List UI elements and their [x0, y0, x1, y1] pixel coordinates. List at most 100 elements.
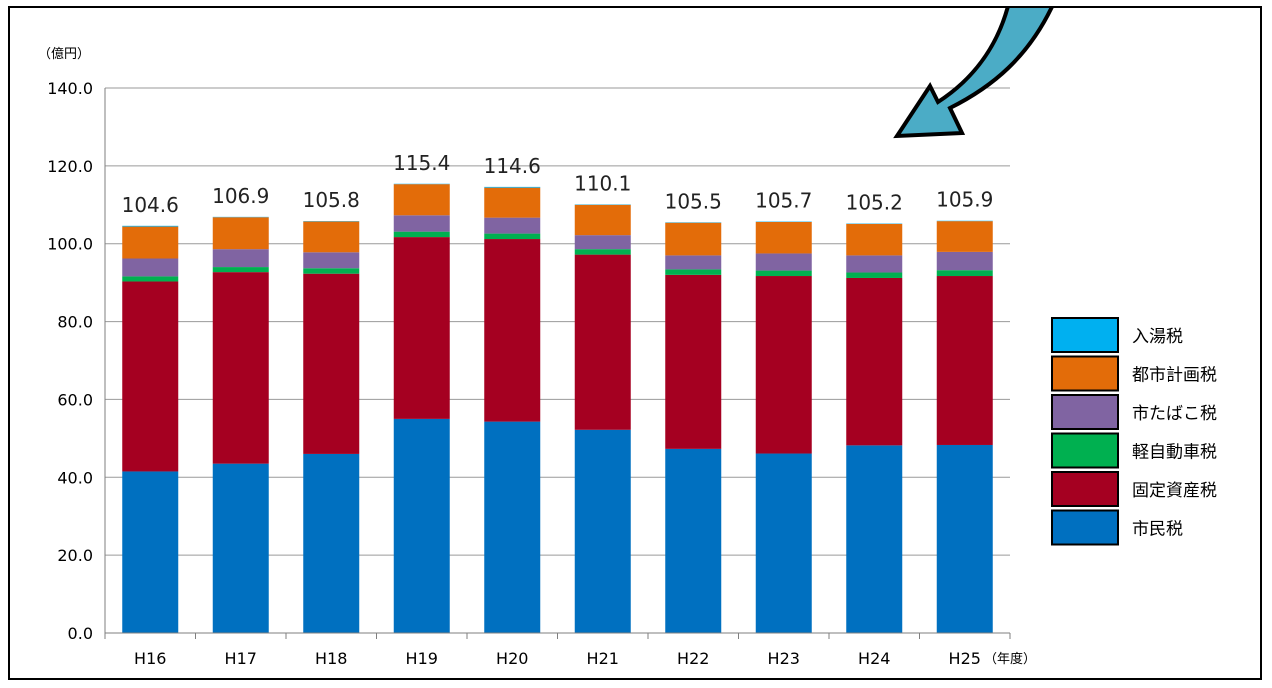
bar-segment [574, 235, 631, 250]
x-tick-label: H22 [677, 649, 709, 668]
x-tick-label: H21 [587, 649, 619, 668]
legend-label: 固定資産税 [1132, 481, 1217, 501]
bar-segment [574, 254, 631, 430]
legend-swatch [1051, 471, 1119, 507]
labels: 0.0 20.0 40.0 60.0 80.0 100.0 120.0 140.0 （億円） H1… [38, 46, 1036, 668]
bar-segment [936, 444, 993, 633]
curved-arrow-icon [893, 8, 1054, 139]
legend-label: 入湯税 [1132, 327, 1183, 347]
x-tick-label: H18 [315, 649, 347, 668]
y-tick-label: 40.0 [57, 468, 93, 487]
bar-segment [393, 231, 450, 238]
bar-segment [393, 184, 450, 216]
bar-segment [665, 448, 722, 633]
bar-segment [755, 453, 812, 633]
bar-segment [936, 251, 993, 271]
bar-segment [393, 418, 450, 633]
bar-total-label: 115.4 [393, 151, 450, 175]
bar-segment [665, 274, 722, 449]
bar-segment [846, 272, 903, 278]
stacked-bar-chart: 0.0 20.0 40.0 60.0 80.0 100.0 120.0 140.0 （億円） H1… [38, 8, 1217, 668]
bar-segment [484, 187, 541, 218]
bar-segment [846, 445, 903, 633]
chart-frame: 0.0 20.0 40.0 60.0 80.0 100.0 120.0 140.0 （億円） H1… [8, 6, 1262, 680]
bar-total-label: 105.8 [303, 188, 360, 212]
bar-segment [574, 249, 631, 255]
legend-label: 市たばこ税 [1132, 404, 1217, 424]
bar-segment [212, 463, 269, 633]
x-axis-unit-label: （年度） [984, 651, 1036, 667]
bar-segment [936, 221, 993, 252]
bar-segment [122, 226, 179, 259]
x-tick-label: H25 [949, 649, 981, 668]
legend-swatch [1051, 317, 1119, 353]
bar-segment [936, 270, 993, 277]
legend-label: 市民税 [1132, 520, 1183, 540]
bar-total-label: 104.6 [122, 193, 179, 217]
bar-segment [122, 471, 179, 633]
bar-segment [665, 222, 722, 256]
x-tick-label: H16 [134, 649, 166, 668]
bar-segment [755, 270, 812, 277]
bar-segment [122, 225, 179, 227]
bar-segment [936, 276, 993, 445]
bar-segment [755, 276, 812, 454]
bar-segment [484, 239, 541, 422]
bar-segment [303, 268, 360, 274]
y-tick-label: 140.0 [47, 79, 93, 98]
bars [122, 183, 993, 633]
bar-segment [665, 255, 722, 270]
x-tick-label: H19 [406, 649, 438, 668]
bar-segment [212, 272, 269, 464]
bar-segment [665, 269, 722, 275]
bar-segment [755, 253, 812, 271]
legend-label: 都市計画税 [1132, 366, 1217, 386]
arrow-annotation [893, 8, 1054, 139]
bar-total-label: 105.5 [665, 189, 722, 213]
legend-swatch [1051, 432, 1119, 469]
x-tick-label: H20 [496, 649, 528, 668]
bar-total-label: 114.6 [484, 154, 541, 178]
bar-segment [846, 255, 903, 273]
y-axis-unit-label: （億円） [38, 46, 90, 62]
bar-segment [212, 267, 269, 273]
axes [104, 88, 1011, 639]
legend-swatch [1051, 394, 1119, 430]
bar-segment [484, 186, 541, 188]
bar-segment [212, 249, 269, 268]
bar-total-label: 105.9 [936, 188, 993, 212]
bar-segment [484, 233, 541, 240]
bar-segment [393, 237, 450, 419]
bar-segment [484, 421, 541, 633]
bar-segment [846, 223, 903, 256]
y-tick-label: 20.0 [57, 546, 93, 565]
x-tick-label: H17 [225, 649, 257, 668]
bar-segment [303, 273, 360, 454]
bar-segment [484, 217, 541, 234]
bar-segment [574, 429, 631, 633]
bar-segment [393, 215, 450, 232]
bar-segment [122, 276, 179, 282]
x-tick-label: H23 [768, 649, 800, 668]
y-tick-label: 80.0 [57, 313, 93, 332]
bar-segment [122, 258, 179, 277]
legend-swatch [1051, 509, 1119, 546]
bar-total-label: 105.2 [846, 190, 903, 214]
y-tick-label: 60.0 [57, 390, 93, 409]
bar-total-label: 110.1 [574, 171, 631, 195]
bar-total-label: 106.9 [212, 184, 269, 208]
bar-segment [303, 221, 360, 253]
x-tick-label: H24 [858, 649, 890, 668]
bar-segment [303, 453, 360, 633]
y-tick-label: 120.0 [47, 157, 93, 176]
bar-segment [846, 277, 903, 446]
y-tick-label: 0.0 [68, 624, 93, 643]
bar-total-label: 105.7 [755, 189, 812, 213]
bar-segment [755, 221, 812, 254]
y-tick-label: 100.0 [47, 235, 93, 254]
legend-swatch [1051, 355, 1119, 392]
bar-segment [212, 217, 269, 250]
legend-label: 軽自動車税 [1132, 443, 1217, 463]
bar-segment [122, 281, 179, 472]
